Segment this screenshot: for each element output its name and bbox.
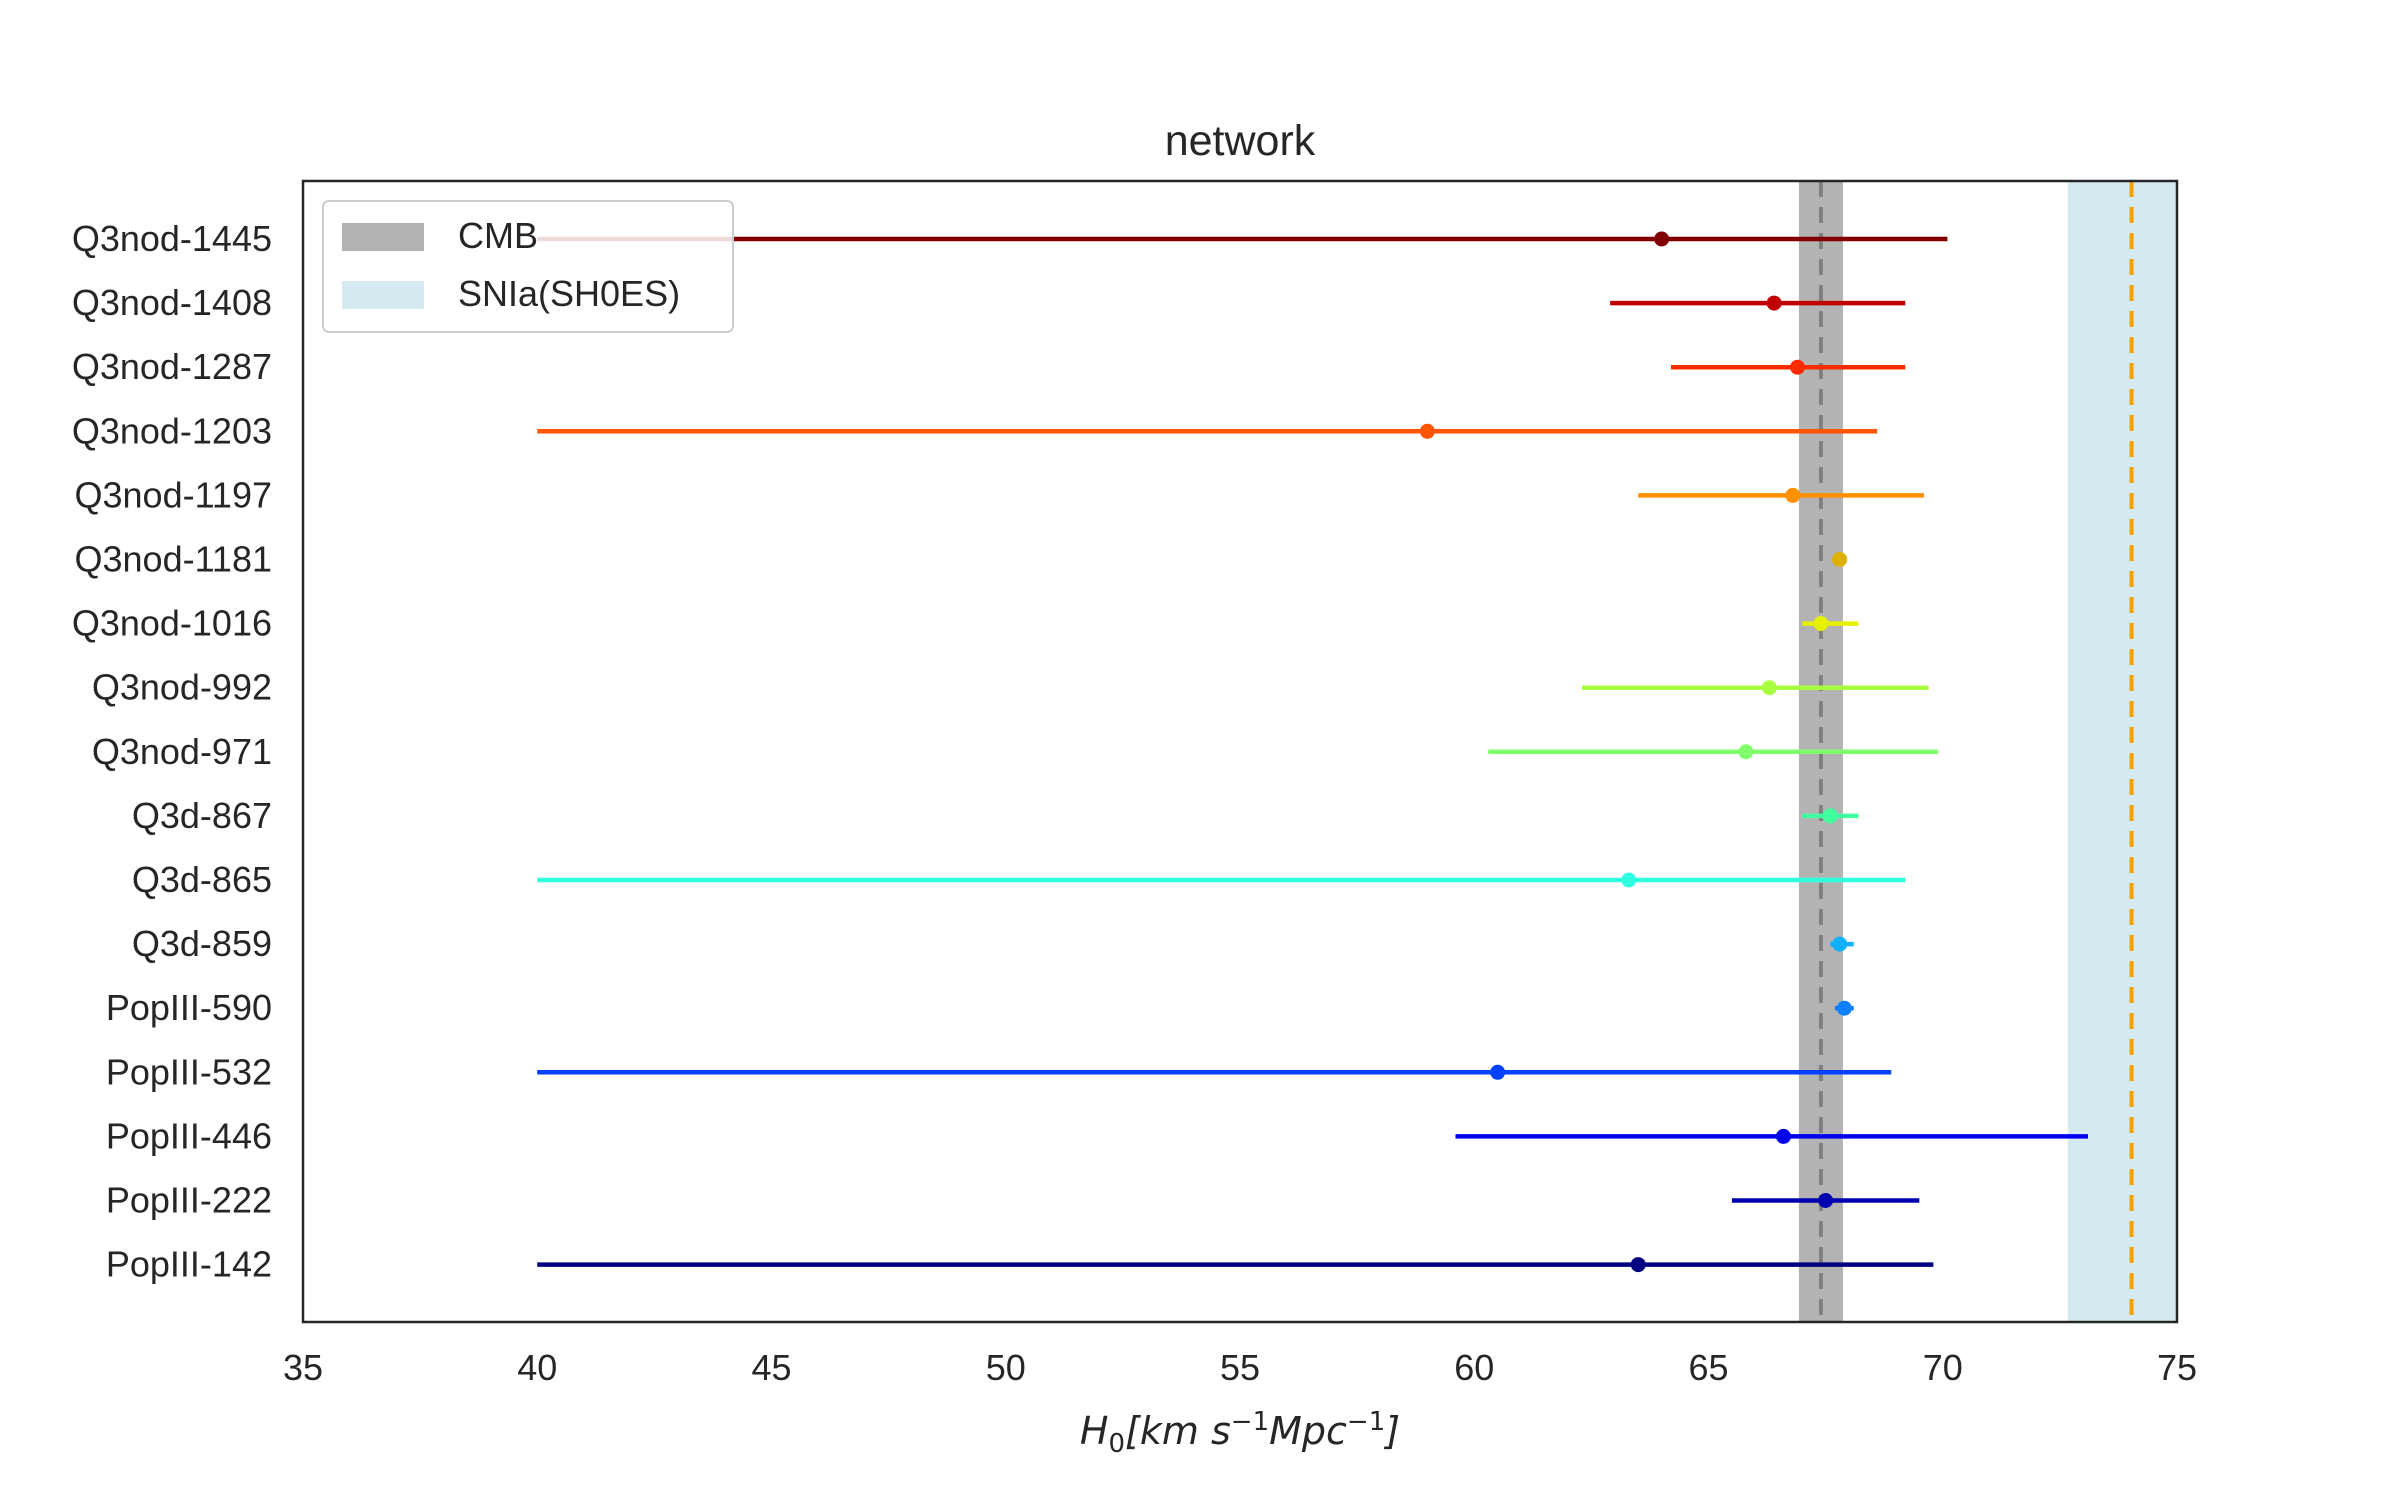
y-tick-label: PopIII-446: [106, 1115, 272, 1156]
x-tick-label: 40: [517, 1347, 557, 1388]
y-tick-label: PopIII-142: [106, 1244, 272, 1285]
band-snia: [2067, 181, 2177, 1322]
y-tick-label: Q3nod-992: [92, 667, 272, 708]
series-row: [537, 423, 1878, 439]
errorbar-point: [1785, 487, 1801, 503]
y-tick-label: Q3nod-1287: [72, 346, 272, 387]
series-row: [1802, 808, 1859, 824]
x-tick-label: 70: [1923, 1347, 1963, 1388]
y-tick-label: Q3nod-1445: [72, 218, 272, 259]
reference-bands: [1798, 181, 2177, 1322]
series-row: [1802, 616, 1859, 632]
y-tick-label: PopIII-532: [106, 1051, 272, 1092]
x-tick-label: 35: [283, 1347, 323, 1388]
x-tick-label: 45: [751, 1347, 791, 1388]
legend-label: SNIa(SH0ES): [458, 273, 680, 314]
x-axis-label: H0[km s−1Mpc−1]: [1080, 1407, 1400, 1459]
series-row: [1834, 1000, 1854, 1016]
x-label-superscript-2: −1: [1347, 1407, 1385, 1437]
errorbar-point: [1654, 231, 1670, 247]
errorbar-point: [1813, 616, 1829, 632]
y-tick-label: Q3d-859: [132, 923, 272, 964]
y-tick-label: Q3nod-971: [92, 731, 272, 772]
x-label-rest: [km s: [1125, 1409, 1231, 1453]
errorbar-point: [1419, 423, 1435, 439]
errorbar-point: [1621, 872, 1637, 888]
series-row: [1455, 1128, 2088, 1144]
y-tick-label: Q3nod-1197: [75, 474, 273, 515]
series-row: [1610, 295, 1906, 311]
y-tick-label: Q3nod-1408: [72, 282, 272, 323]
legend-swatch: [342, 281, 424, 309]
x-tick-label: 65: [1688, 1347, 1728, 1388]
errorbar-point: [1836, 1000, 1852, 1016]
errorbar-point: [1738, 744, 1754, 760]
errorbar-point: [1832, 552, 1848, 567]
series-row: [1832, 552, 1848, 567]
series-row: [537, 872, 1906, 888]
errorbar-point: [1766, 295, 1782, 311]
y-tick-label: Q3nod-1016: [72, 603, 272, 644]
x-tick-labels: 35 40 45 50 55 60 65 70 75: [283, 1347, 2197, 1388]
series-row: [537, 1064, 1892, 1080]
errorbar-point: [1775, 1128, 1791, 1144]
legend-label: CMB: [458, 215, 538, 256]
errorbar-point: [1790, 359, 1806, 375]
series-row: [1488, 744, 1939, 760]
y-tick-label: Q3nod-1181: [75, 539, 273, 580]
series-row: [1638, 487, 1925, 503]
legend: CMB SNIa(SH0ES): [322, 200, 734, 333]
x-label-base: H: [1080, 1409, 1109, 1453]
x-label-superscript-1: −1: [1231, 1407, 1269, 1437]
x-label-mid: Mpc: [1269, 1409, 1347, 1453]
errorbar-point: [1490, 1064, 1506, 1080]
series-row: [1671, 359, 1906, 375]
y-tick-labels: Q3nod-1445 Q3nod-1408 Q3nod-1287 Q3nod-1203…: [72, 218, 272, 1285]
y-tick-label: PopIII-222: [106, 1180, 272, 1221]
legend-box: [322, 200, 734, 333]
errorbar-point: [1832, 936, 1848, 952]
x-tick-label: 60: [1454, 1347, 1494, 1388]
chart-title: network: [1165, 117, 1316, 165]
x-label-subscript: 0: [1109, 1429, 1126, 1459]
x-tick-label: 55: [1220, 1347, 1260, 1388]
errorbar-point: [1818, 1193, 1834, 1208]
y-tick-label: Q3d-867: [132, 795, 272, 836]
series-row: [1731, 1193, 1920, 1208]
series-row: [537, 1257, 1934, 1273]
x-tick-label: 50: [986, 1347, 1026, 1388]
errorbar-point: [1761, 680, 1777, 696]
series-row: [1830, 936, 1854, 952]
y-tick-label: PopIII-590: [106, 987, 272, 1028]
x-label-end: ]: [1383, 1409, 1400, 1453]
y-tick-label: Q3nod-1203: [72, 410, 272, 451]
legend-swatch: [342, 223, 424, 251]
x-tick-label: 75: [2157, 1347, 2197, 1388]
y-tick-label: Q3d-865: [132, 859, 272, 900]
series-row: [537, 231, 1948, 247]
errorbar-point: [1630, 1257, 1646, 1273]
plot-frame: [301, 179, 2179, 1324]
errorbar-point: [1822, 808, 1838, 824]
errorbar-series: [537, 231, 2088, 1273]
series-row: [1582, 680, 1929, 696]
